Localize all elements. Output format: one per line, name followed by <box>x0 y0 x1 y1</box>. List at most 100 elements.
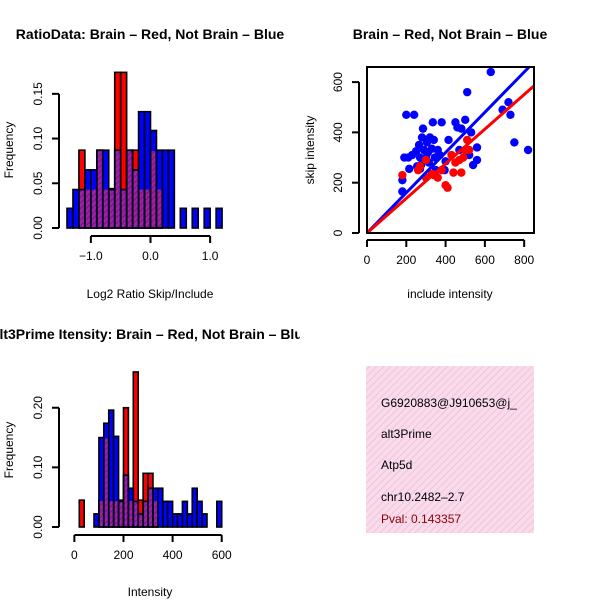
ratio-overlap-hatch <box>79 190 84 227</box>
scatter-point-blue <box>402 110 411 119</box>
ratio-y-tick-label: 0.10 <box>31 127 45 151</box>
info-pval: Pval: 0.143357 <box>381 512 461 526</box>
scatter-point-red <box>415 162 425 171</box>
ratio-y-tick-label: 0.00 <box>31 216 45 240</box>
ratio-bar-blue <box>161 149 170 229</box>
scatter-x-axis-label: include intensity <box>407 287 492 301</box>
ratio-histogram: RatioData: Brain – Red, Not Brain – Blue… <box>2 26 284 301</box>
intensity-x-tick-label: 200 <box>113 548 133 562</box>
intensity-overlap-hatch <box>134 502 138 526</box>
intensity-overlap-hatch <box>109 501 113 526</box>
scatter-y-axis-label: skip intensity <box>303 116 317 185</box>
scatter-y-tick-label: 400 <box>331 122 345 142</box>
scatter-point-blue <box>429 135 438 145</box>
intensity-overlap-hatch <box>114 501 118 526</box>
intensity-bar-blue <box>112 435 120 528</box>
scatter-title: Brain – Red, Not Brain – Blue <box>353 26 548 42</box>
intensity-x-tick-label: 400 <box>163 548 183 562</box>
ratio-x-tick-label: 0.0 <box>142 249 159 263</box>
info-gene-name: Atp5d <box>381 458 412 472</box>
intensity-histogram-title: Alt3Prime Itensity: Brain – Red, Not Bra… <box>0 326 311 342</box>
scatter-point-blue <box>437 118 446 127</box>
scatter-y-tick-label: 0 <box>331 229 345 236</box>
event-info-panel: G6920883@J910653@j_ alt3Prime Atp5d chr1… <box>366 366 534 533</box>
scatter-x-tick-label: 400 <box>436 253 456 267</box>
intensity-overlap-hatch <box>99 501 103 526</box>
intensity-x-tick-label: 600 <box>212 548 232 562</box>
ratio-y-tick-label: 0.05 <box>31 171 45 195</box>
intensity-overlap-hatch <box>119 502 123 526</box>
info-location: chr10.2482–2.7 <box>381 490 465 504</box>
ratio-overlap-hatch <box>145 189 150 227</box>
intensity-histogram: Alt3Prime Itensity: Brain – Red, Not Bra… <box>0 326 311 599</box>
scatter-point-red <box>464 145 474 155</box>
scatter-x-tick-label: 600 <box>475 253 495 267</box>
ratio-overlap-hatch <box>85 189 90 227</box>
intensity-overlap-hatch <box>144 502 148 526</box>
scatter-point-blue <box>428 118 438 127</box>
ratio-overlap-hatch <box>115 151 120 227</box>
scatter-point-blue <box>472 155 482 165</box>
scatter-x-tick-label: 0 <box>364 253 371 267</box>
ratio-overlap-hatch <box>97 151 102 227</box>
scatter-point-blue <box>444 135 453 145</box>
ratio-overlap-hatch <box>91 189 96 227</box>
ratio-histogram-title: RatioData: Brain – Red, Not Brain – Blue <box>16 26 285 42</box>
intensity-bar-red <box>78 499 85 528</box>
intensity-bar-blue <box>201 513 208 528</box>
intensity-y-axis-label: Frequency <box>2 422 16 479</box>
intensity-overlap-hatch <box>139 514 143 526</box>
scatter-point-blue <box>405 164 414 174</box>
scatter-x-tick-label: 200 <box>396 253 416 267</box>
intensity-overlap-hatch <box>153 501 157 526</box>
scatter-point-blue <box>411 147 421 156</box>
scatter-point-red <box>457 168 466 177</box>
scatter-fit-line-blue <box>367 67 532 233</box>
intensity-overlap-hatch <box>149 489 152 526</box>
scatter-y-tick-label: 600 <box>331 72 345 92</box>
intensity-x-axis-label: Intensity <box>128 585 173 599</box>
scatter-point-red <box>421 155 431 165</box>
scatter-y-tick-label: 200 <box>331 172 345 192</box>
scatter-point-blue <box>506 110 515 119</box>
scatter-point-red <box>449 168 458 177</box>
ratio-overlap-hatch <box>121 190 126 227</box>
scatter-point-blue <box>486 67 495 77</box>
scatter-point-blue <box>472 143 482 152</box>
ratio-bar-blue <box>179 207 188 229</box>
intensity-y-tick-label: 0.00 <box>31 515 45 539</box>
scatter-point-blue <box>504 98 513 107</box>
scatter-point-red <box>443 183 452 192</box>
ratio-x-axis-label: Log2 Ratio Skip/Include <box>87 287 214 301</box>
intensity-overlap-hatch <box>104 438 108 526</box>
scatter-point-blue <box>418 124 428 133</box>
ratio-overlap-hatch <box>151 151 156 227</box>
intensity-overlap-hatch <box>124 476 128 526</box>
ratio-bar-blue <box>66 207 74 229</box>
intensity-scatter-plot: Brain – Red, Not Brain – Blue 0 200 400 600… <box>303 26 547 301</box>
ratio-x-tick-label: 1.0 <box>202 249 219 263</box>
ratio-y-tick-label: 0.15 <box>31 82 45 106</box>
ratio-bar-blue <box>191 207 200 229</box>
scatter-point-blue <box>523 145 533 155</box>
ratio-bar-blue <box>215 207 223 229</box>
info-panel-background <box>366 366 534 533</box>
scatter-fit-line-red <box>367 84 534 233</box>
info-event-type: alt3Prime <box>381 427 432 441</box>
intensity-x-tick-label: 0 <box>71 548 78 562</box>
ratio-overlap-hatch <box>157 189 162 227</box>
scatter-point-blue <box>510 138 519 147</box>
ratio-bar-blue <box>72 188 80 229</box>
scatter-point-red <box>398 170 407 180</box>
ratio-overlap-hatch <box>109 190 114 227</box>
ratio-bar-blue <box>203 207 211 229</box>
scatter-point-blue <box>457 124 466 133</box>
intensity-overlap-hatch <box>129 501 133 526</box>
intensity-y-tick-label: 0.20 <box>31 396 45 420</box>
ratio-overlap-hatch <box>139 189 144 227</box>
scatter-point-blue <box>409 110 419 119</box>
scatter-point-blue <box>463 87 472 97</box>
scatter-x-tick-label: 800 <box>514 253 534 267</box>
intensity-y-tick-label: 0.10 <box>31 455 45 479</box>
